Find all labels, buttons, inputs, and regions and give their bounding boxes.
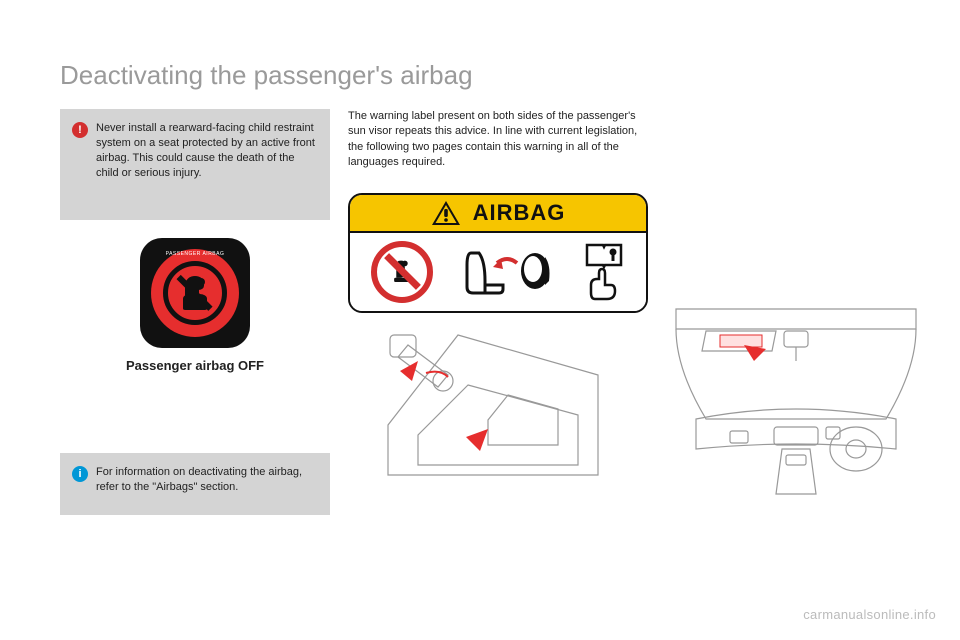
page-title: Deactivating the passenger's airbag [60,60,900,91]
warning-icon: ! [72,122,88,138]
info-icon: i [72,466,88,482]
badge-caption: Passenger airbag OFF [60,358,330,373]
key-switch-diagram [348,325,648,485]
intro-paragraph: The warning label present on both sides … [348,109,648,171]
panel-prohibition-icon [371,241,433,303]
left-column: ! Never install a rearward-facing child … [60,109,330,529]
panel-airbag-impact-icon [463,241,553,303]
warning-text: Never install a rearward-facing child re… [96,121,318,180]
info-callout: i For information on deactivating the ai… [60,453,330,515]
prohibition-symbol [163,261,227,325]
airbag-label-header: AIRBAG [350,195,646,233]
info-text: For information on deactivating the airb… [96,465,318,495]
watermark: carmanualsonline.info [803,607,936,622]
triangle-warning-icon [431,200,461,226]
badge-ring-text: PASSENGER AIRBAG [151,251,239,257]
passenger-airbag-off-badge: PASSENGER AIRBAG [140,238,250,348]
airbag-label-panel [350,233,646,311]
middle-column: The warning label present on both sides … [348,109,648,529]
warning-callout: ! Never install a rearward-facing child … [60,109,330,220]
sun-visor-diagram [666,299,926,499]
child-seat-icon [181,276,209,310]
airbag-warning-label: AIRBAG [348,193,648,313]
right-column [666,109,926,529]
airbag-label-text: AIRBAG [473,200,566,226]
panel-manual-icon [583,241,625,303]
